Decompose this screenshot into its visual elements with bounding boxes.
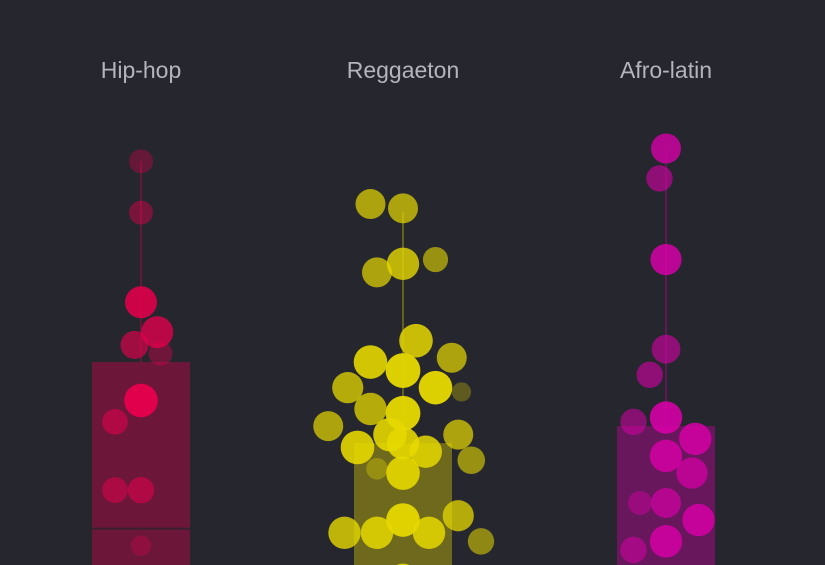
reggaeton-point (328, 516, 361, 550)
hip-hop-point (102, 477, 128, 503)
reggaeton-point (457, 446, 486, 475)
reggaeton-point (443, 419, 474, 450)
reggaeton-point (451, 382, 472, 402)
afro-latin-point (679, 422, 712, 456)
reggaeton-point (332, 372, 364, 404)
afro-latin-point (636, 361, 663, 389)
afro-latin-point (650, 243, 682, 276)
category-title-hip-hop: Hip-hop (101, 57, 182, 83)
reggaeton-point (386, 456, 420, 490)
reggaeton-point (467, 528, 495, 555)
hip-hop-point (125, 286, 157, 319)
reggaeton-point (360, 516, 394, 550)
reggaeton-point (354, 392, 387, 426)
afro-latin-point (620, 536, 647, 564)
reggaeton-point (362, 257, 392, 288)
reggaeton-point (418, 370, 453, 405)
hip-hop-point (129, 200, 153, 225)
reggaeton-point (442, 500, 474, 532)
reggaeton-point (385, 353, 421, 388)
afro-latin-point (651, 334, 681, 364)
hip-hop-point (148, 341, 173, 366)
hip-hop-point (130, 535, 152, 556)
reggaeton-point (388, 193, 418, 224)
reggaeton-point (340, 430, 375, 465)
reggaeton-point (313, 411, 344, 442)
reggaeton-point (366, 457, 388, 480)
reggaeton-point (422, 246, 449, 273)
afro-latin-point (676, 457, 708, 489)
hip-hop-point (141, 316, 174, 349)
reggaeton-point (409, 435, 442, 468)
reggaeton-point (412, 516, 446, 550)
hip-hop-point (124, 383, 158, 418)
afro-latin-point (649, 525, 683, 558)
reggaeton-point (399, 323, 433, 358)
chart-marks (92, 133, 715, 565)
hip-hop-point (120, 330, 149, 359)
category-title-afro-latin: Afro-latin (620, 57, 712, 83)
afro-latin-point (651, 487, 681, 518)
reggaeton-point (353, 345, 388, 379)
reggaeton-point (436, 342, 467, 373)
afro-latin-point (649, 401, 683, 434)
hip-hop-point (127, 476, 155, 504)
afro-latin-point (628, 490, 652, 515)
afro-latin-point (682, 503, 715, 537)
afro-latin-point (646, 165, 673, 192)
hip-hop-point (129, 149, 153, 174)
afro-latin-point (651, 133, 681, 164)
reggaeton-point (386, 247, 420, 281)
category-title-reggaeton: Reggaeton (347, 57, 460, 83)
hip-hop-point (102, 408, 128, 435)
afro-latin-point (620, 408, 647, 436)
reggaeton-point (355, 189, 386, 220)
reggaeton-point (386, 503, 420, 537)
afro-latin-point (649, 439, 683, 473)
